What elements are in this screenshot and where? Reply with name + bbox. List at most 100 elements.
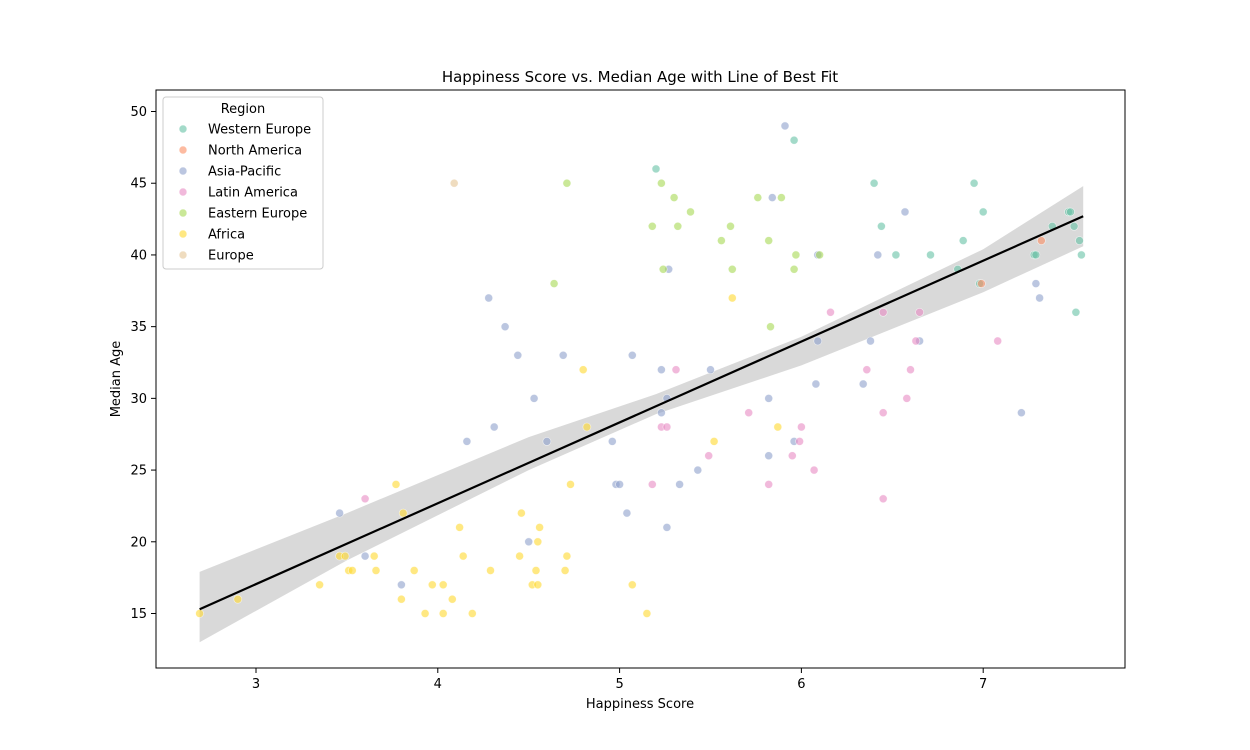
data-point — [340, 551, 350, 561]
data-point — [651, 164, 661, 174]
data-point — [397, 594, 406, 604]
data-point — [797, 422, 806, 432]
y-tick-label: 45 — [130, 177, 147, 192]
x-axis-label: Happiness Score — [586, 697, 694, 712]
data-point — [642, 609, 652, 618]
data-point — [558, 350, 568, 360]
data-point — [438, 580, 448, 590]
series-1 — [977, 236, 1046, 288]
data-point — [704, 451, 714, 461]
legend-label: Western Europe — [208, 123, 311, 138]
data-point — [449, 178, 459, 188]
data-point — [706, 365, 715, 375]
data-point — [455, 523, 464, 532]
data-point — [1077, 250, 1086, 260]
data-point — [662, 422, 672, 432]
data-point — [615, 480, 624, 489]
data-point — [891, 250, 901, 260]
data-point — [809, 465, 819, 475]
data-point — [486, 566, 495, 575]
data-point — [489, 422, 499, 432]
data-point — [873, 250, 883, 260]
legend-marker — [178, 124, 188, 134]
data-point — [878, 494, 888, 504]
series-4 — [549, 178, 824, 332]
legend-marker — [178, 208, 188, 218]
data-point — [813, 336, 823, 346]
data-point — [993, 336, 1003, 346]
data-point — [726, 222, 735, 231]
data-point — [673, 222, 683, 231]
data-point — [877, 222, 886, 231]
data-point — [315, 580, 324, 590]
x-axis-ticks: 3 4 5 6 7 — [252, 668, 987, 692]
data-point — [562, 551, 572, 561]
data-point — [658, 264, 668, 274]
confidence-band — [199, 186, 1084, 643]
data-point — [607, 437, 617, 446]
data-point — [969, 178, 979, 188]
legend-marker — [178, 229, 188, 239]
data-point — [1066, 207, 1075, 217]
data-point — [766, 322, 775, 332]
data-point — [693, 465, 703, 475]
data-point — [533, 580, 543, 590]
data-point — [195, 609, 204, 618]
data-point — [369, 551, 379, 561]
data-point — [686, 207, 695, 217]
data-point — [777, 193, 786, 202]
data-point — [869, 178, 879, 188]
plot-frame — [155, 89, 1126, 669]
best-fit-line — [199, 215, 1084, 611]
x-tick-label: 7 — [979, 677, 987, 692]
data-point — [727, 293, 737, 303]
data-point — [709, 437, 719, 446]
data-point — [926, 250, 935, 260]
data-point — [657, 365, 666, 375]
data-point — [1071, 307, 1081, 317]
data-point — [582, 422, 592, 432]
data-point — [531, 566, 541, 575]
data-point — [671, 365, 681, 375]
data-point — [795, 437, 804, 446]
data-point — [622, 508, 632, 518]
data-point — [915, 307, 924, 317]
legend-marker — [178, 166, 188, 176]
data-point — [826, 307, 835, 317]
chart-title: Happiness Score vs. Median Age with Line… — [442, 68, 838, 86]
x-tick-label: 3 — [252, 677, 260, 692]
data-point — [764, 451, 774, 461]
data-point — [1075, 236, 1084, 245]
data-point — [764, 480, 774, 489]
confidence-band-layer — [199, 186, 1084, 643]
data-point — [409, 566, 419, 575]
data-point — [458, 551, 468, 561]
data-point — [787, 451, 797, 461]
data-point — [862, 365, 872, 375]
legend-label: Latin America — [208, 186, 298, 201]
y-axis-ticks: 15 20 25 30 35 40 45 50 — [130, 105, 156, 622]
data-point — [662, 523, 672, 532]
data-point — [578, 365, 588, 375]
data-point — [500, 322, 510, 332]
data-point — [811, 379, 821, 389]
data-point — [560, 566, 570, 575]
x-tick-label: 4 — [434, 677, 442, 692]
data-point — [1031, 279, 1041, 288]
data-points-layer — [195, 121, 1086, 618]
data-point — [517, 508, 526, 518]
data-point — [647, 222, 657, 231]
x-tick-label: 6 — [797, 677, 805, 692]
legend-label: Europe — [208, 249, 254, 264]
fit-line-layer — [199, 215, 1084, 611]
y-tick-label: 50 — [130, 105, 147, 120]
data-point — [1035, 293, 1044, 303]
series-0 — [651, 135, 1086, 317]
data-point — [360, 494, 370, 504]
data-point — [773, 422, 783, 432]
data-point — [1037, 236, 1046, 245]
y-tick-label: 40 — [130, 248, 147, 263]
series-2 — [335, 121, 1044, 590]
data-point — [717, 236, 726, 245]
data-point — [467, 609, 477, 618]
